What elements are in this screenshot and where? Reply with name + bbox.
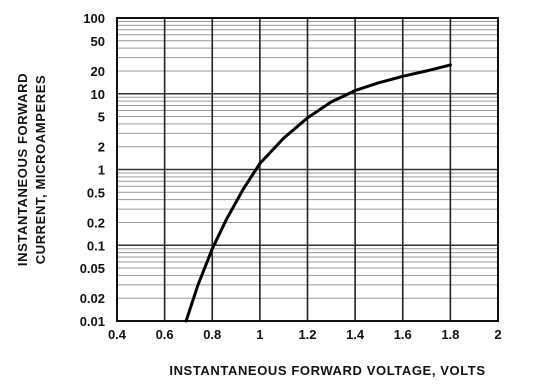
y-axis-label-line-1: INSTANTANEOUS FORWARD [15,73,30,266]
y-tick-labels: 0.01 0.02 0.05 0.1 0.2 0.5 1 2 5 10 20 50 100 [80,11,105,329]
y-tick-label: 50 [91,34,105,49]
y-tick-label: 10 [91,87,105,102]
x-tick-label: 1.8 [441,327,459,342]
x-tick-label: 0.8 [203,327,221,342]
y-tick-label: 0.5 [87,185,105,200]
y-tick-label: 20 [91,64,105,79]
y-tick-label: 0.2 [87,215,105,230]
y-tick-label: 0.01 [80,314,105,329]
x-tick-label: 0.4 [108,327,127,342]
y-tick-label: 0.05 [80,261,105,276]
x-axis-label: INSTANTANEOUS FORWARD VOLTAGE, VOLTS [169,363,485,378]
y-tick-label: 2 [98,140,105,155]
y-tick-label: 1 [98,163,105,178]
forward-current-curve [184,63,452,323]
y-axis-label-line-2: CURRENT, MICROAMPERES [33,75,48,265]
y-tick-label: 100 [83,11,105,26]
y-tick-label: 0.1 [87,238,105,253]
x-tick-label: 1 [256,327,263,342]
y-tick-label: 0.02 [80,291,105,306]
x-tick-label: 1.2 [298,327,316,342]
series-group [184,63,452,323]
x-tick-label: 2 [494,327,501,342]
x-tick-labels: 0.4 0.6 0.8 1 1.2 1.4 1.6 1.8 2 [108,327,502,342]
plot-frame [116,17,499,322]
y-tick-label: 5 [98,110,105,125]
x-tick-label: 0.6 [156,327,174,342]
x-tick-label: 1.4 [346,327,365,342]
x-tick-label: 1.6 [394,327,412,342]
